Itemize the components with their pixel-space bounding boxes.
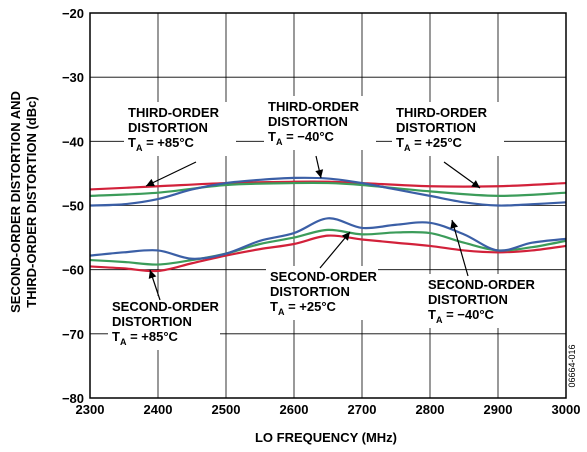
- x-tick-label: 2600: [280, 402, 309, 417]
- figure-id: 06664-016: [567, 344, 577, 387]
- x-tick-label: 2700: [348, 402, 377, 417]
- series-line-5: [89, 217, 567, 260]
- annotation-arrow-4: [451, 219, 469, 277]
- y-tick-label: −30: [62, 70, 84, 85]
- annotation-line: SECOND-ORDER: [112, 299, 220, 314]
- annotation-arrow-0: [145, 161, 197, 187]
- plot-frame: [89, 12, 567, 399]
- y-tick-label: −20: [62, 6, 84, 21]
- annotation-bg: [266, 266, 378, 320]
- x-tick-label: 2900: [484, 402, 513, 417]
- annotation-condition: TA = +85°C: [128, 135, 195, 153]
- annotation-line: DISTORTION: [128, 120, 208, 135]
- annotation-arrowhead: [450, 220, 459, 229]
- annotation-arrowhead: [146, 178, 155, 187]
- x-axis-title: LO FREQUENCY (MHz): [255, 430, 397, 445]
- annotation-line: THIRD-ORDER: [396, 105, 488, 120]
- annotation-condition: TA = −40°C: [268, 129, 335, 147]
- annotation-line: DISTORTION: [112, 314, 192, 329]
- annotation-line: DISTORTION: [396, 120, 476, 135]
- annotation-bg: [264, 96, 376, 150]
- annotation-arrows: [145, 155, 481, 301]
- annotation-condition: TA = +25°C: [270, 299, 337, 317]
- x-tick-label: 3000: [552, 402, 581, 417]
- annotation-bg: [124, 102, 236, 156]
- annotation-line: THIRD-ORDER: [268, 99, 360, 114]
- annotation-arrowhead: [341, 232, 350, 241]
- annotation-line: THIRD-ORDER: [128, 105, 220, 120]
- annotation-arrowhead: [471, 180, 480, 188]
- tick-labels: 2300 2400 2500 2600 2700 2800 2900 3000 −20 −30 −4…: [62, 6, 581, 417]
- y-axis-title-line2: THIRD-ORDER DISTORTION (dBc): [24, 96, 39, 307]
- annotation-line: DISTORTION: [270, 284, 350, 299]
- series-line-0: [89, 180, 567, 191]
- series-line-1: [89, 181, 567, 197]
- annotation-line: DISTORTION: [268, 114, 348, 129]
- annotation-condition: TA = +85°C: [112, 329, 179, 347]
- annotation-bg: [424, 274, 536, 328]
- annotation-condition: TA = −40°C: [428, 307, 495, 325]
- y-tick-label: −40: [62, 134, 84, 149]
- annotation-bg: [108, 296, 220, 350]
- annotation-condition: TA = +25°C: [396, 135, 463, 153]
- y-tick-label: −50: [62, 199, 84, 214]
- annotation-line: SECOND-ORDER: [270, 269, 378, 284]
- annotation-line: SECOND-ORDER: [428, 277, 536, 292]
- y-tick-label: −60: [62, 263, 84, 278]
- x-tick-label: 2400: [144, 402, 173, 417]
- series-group: [89, 176, 567, 273]
- x-tick-label: 2300: [76, 402, 105, 417]
- annotation-arrowhead: [315, 169, 324, 178]
- annotation-line: DISTORTION: [428, 292, 508, 307]
- x-tick-label: 2500: [212, 402, 241, 417]
- annotation-arrowhead: [148, 270, 157, 279]
- x-tick-label: 2800: [416, 402, 445, 417]
- series-line-2: [89, 176, 567, 207]
- y-tick-label: −70: [62, 327, 84, 342]
- annotation-bg: [392, 102, 504, 156]
- series-line-3: [89, 234, 567, 273]
- y-tick-label: −80: [62, 391, 84, 406]
- series-line-4: [89, 228, 567, 266]
- y-axis-title-line1: SECOND-ORDER DISTORTION AND: [8, 91, 23, 313]
